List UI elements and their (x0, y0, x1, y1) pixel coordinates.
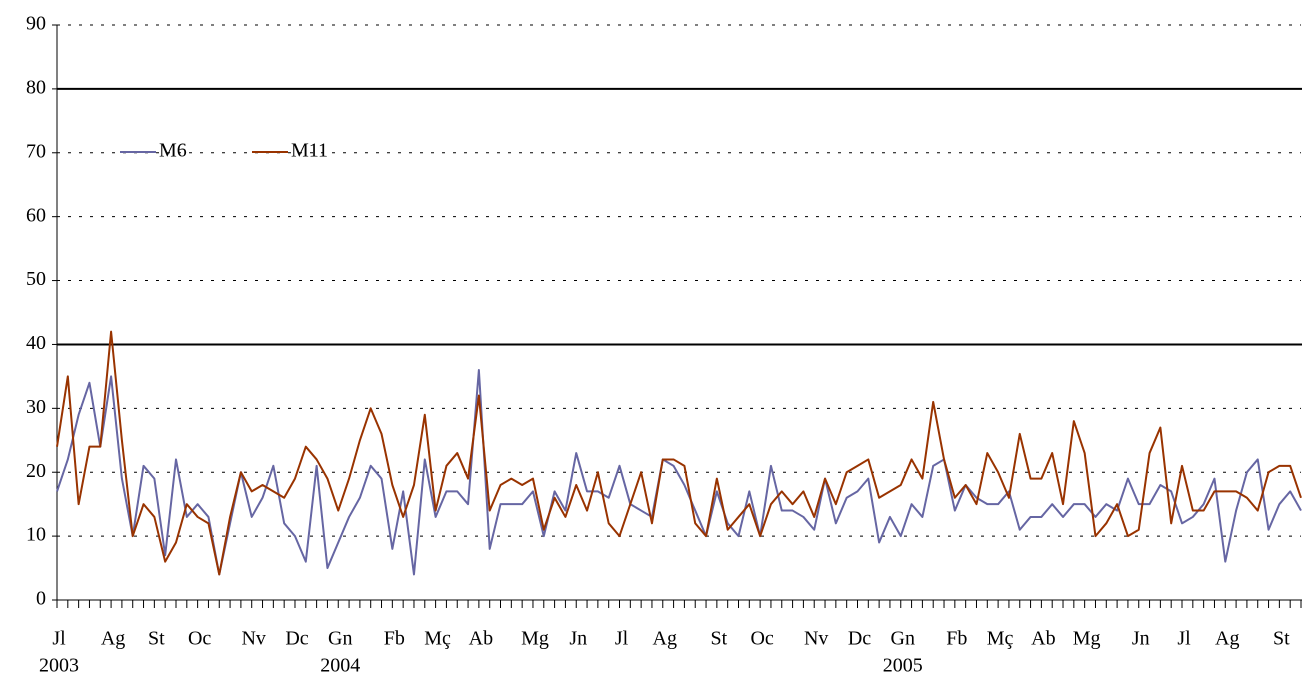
y-tick-label: 40 (26, 332, 46, 354)
x-tick-label: Dc (285, 628, 308, 650)
y-tick-label: 10 (26, 524, 46, 546)
y-tick-label: 50 (26, 268, 46, 290)
x-tick-label: Mç (987, 628, 1014, 650)
y-tick-label: 90 (26, 13, 46, 35)
y-tick-label: 30 (26, 396, 46, 418)
x-tick-label: Jl (615, 628, 629, 650)
x-tick-label: Oc (750, 628, 773, 650)
x-tick-label: Ab (469, 628, 493, 650)
y-tick-label: 70 (26, 140, 46, 162)
x-tick-label: St (711, 628, 728, 650)
x-tick-label: Mç (424, 628, 451, 650)
x-tick-label: Ab (1031, 628, 1055, 650)
x-tick-label: Jn (569, 628, 587, 650)
year-label: 2005 (883, 655, 923, 677)
x-tick-label: Mg (1073, 628, 1101, 650)
y-tick-label: 80 (26, 76, 46, 98)
series-line (56, 330, 1302, 576)
year-label: 2003 (39, 655, 79, 677)
x-tick-label: Jn (1132, 628, 1150, 650)
x-tick-label: Fb (384, 628, 405, 650)
x-tick-label: St (148, 628, 165, 650)
y-tick-label: 60 (26, 204, 46, 226)
x-tick-label: Nv (241, 628, 265, 650)
x-tick-label: Nv (804, 628, 828, 650)
x-tick-label: Gn (891, 628, 915, 650)
legend-label: M6 (159, 140, 187, 162)
x-tick-label: Ag (653, 628, 677, 650)
legend-label: M11 (291, 140, 328, 162)
year-label: 2004 (320, 655, 360, 677)
x-tick-label: Dc (848, 628, 871, 650)
x-tick-label: Fb (946, 628, 967, 650)
x-tick-label: Mg (521, 628, 549, 650)
x-tick-label: Oc (188, 628, 211, 650)
x-tick-label: St (1273, 628, 1290, 650)
x-tick-label: Jl (1177, 628, 1191, 650)
x-tick-label: Gn (328, 628, 352, 650)
x-tick-label: Ag (101, 628, 125, 650)
x-tick-label: Jl (52, 628, 66, 650)
x-tick-label: Ag (1215, 628, 1239, 650)
y-tick-label: 20 (26, 460, 46, 482)
y-tick-label: 0 (36, 588, 46, 610)
